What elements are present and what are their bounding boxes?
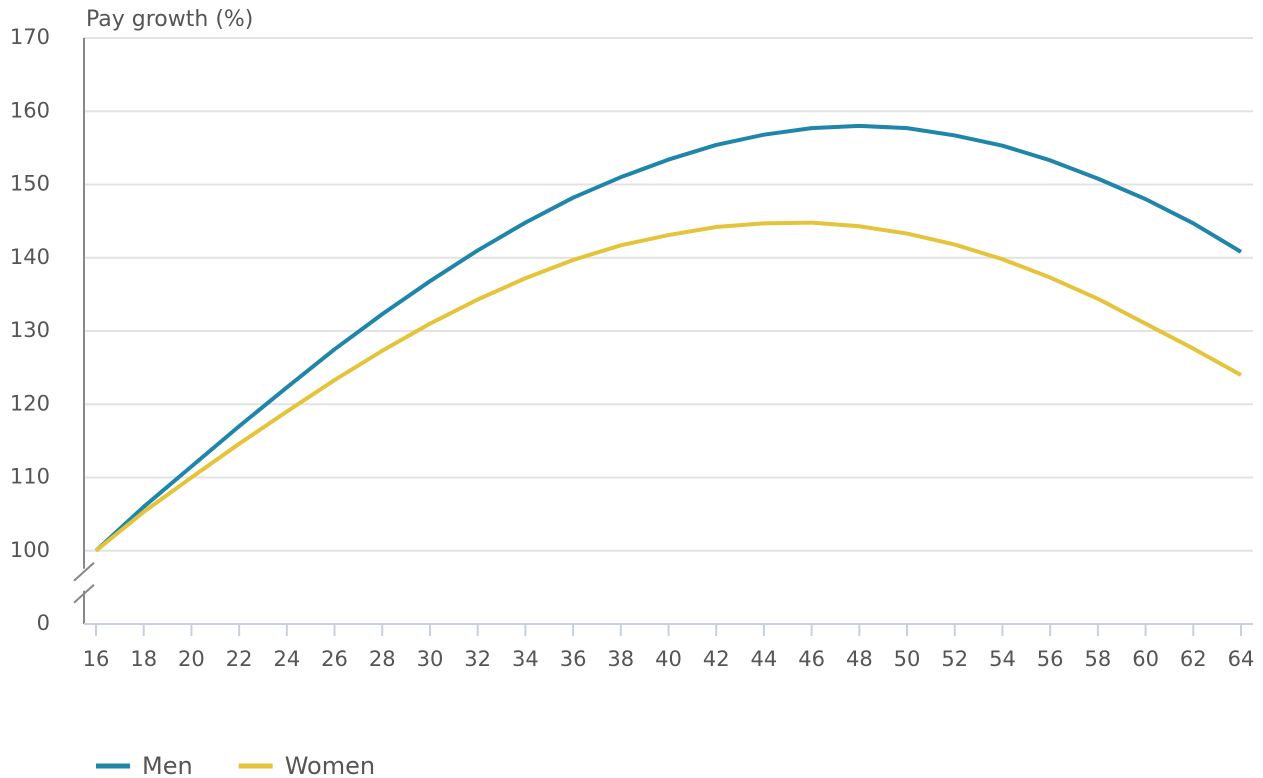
legend-label: Women (285, 752, 375, 778)
y-tick-label: 140 (10, 245, 50, 269)
x-tick-label: 20 (178, 647, 205, 671)
y-tick-label: 130 (10, 318, 50, 342)
legend-label: Men (142, 752, 193, 778)
y-tick-label: 120 (10, 391, 50, 415)
axis-break (73, 584, 95, 604)
x-tick-label: 28 (369, 647, 396, 671)
x-tick-label: 18 (130, 647, 157, 671)
x-tick-label: 50 (894, 647, 921, 671)
x-tick-label: 60 (1132, 647, 1159, 671)
y-tick-label: 160 (10, 98, 50, 122)
y-tick-label: 170 (10, 25, 50, 49)
x-tick-label: 62 (1180, 647, 1207, 671)
x-tick-label: 52 (941, 647, 968, 671)
y-tick-label: 100 (10, 538, 50, 562)
y-tick-label: 0 (37, 611, 50, 635)
y-tick-label: 110 (10, 465, 50, 489)
x-tick-label: 48 (846, 647, 873, 671)
y-axis-label: Pay growth (%) (86, 7, 253, 32)
line (94, 123, 1243, 553)
x-tick-label: 56 (1037, 647, 1064, 671)
y-tick-label: 150 (10, 172, 50, 196)
x-tick-label: 46 (798, 647, 825, 671)
x-tick-label: 22 (226, 647, 253, 671)
x-tick-label: 24 (273, 647, 300, 671)
x-tick-label: 44 (751, 647, 778, 671)
axis-break (73, 562, 95, 582)
x-tick-label: 30 (417, 647, 444, 671)
x-tick-label: 40 (655, 647, 682, 671)
line (94, 220, 1242, 553)
x-tick-label: 58 (1085, 647, 1112, 671)
x-tick-label: 64 (1228, 647, 1255, 671)
x-tick-label: 32 (464, 647, 491, 671)
x-tick-label: 26 (321, 647, 348, 671)
x-tick-label: 54 (989, 647, 1016, 671)
x-tick-label: 34 (512, 647, 539, 671)
x-tick-label: 36 (560, 647, 587, 671)
x-tick-label: 42 (703, 647, 730, 671)
x-tick-label: 38 (607, 647, 634, 671)
x-tick-label: 16 (83, 647, 110, 671)
